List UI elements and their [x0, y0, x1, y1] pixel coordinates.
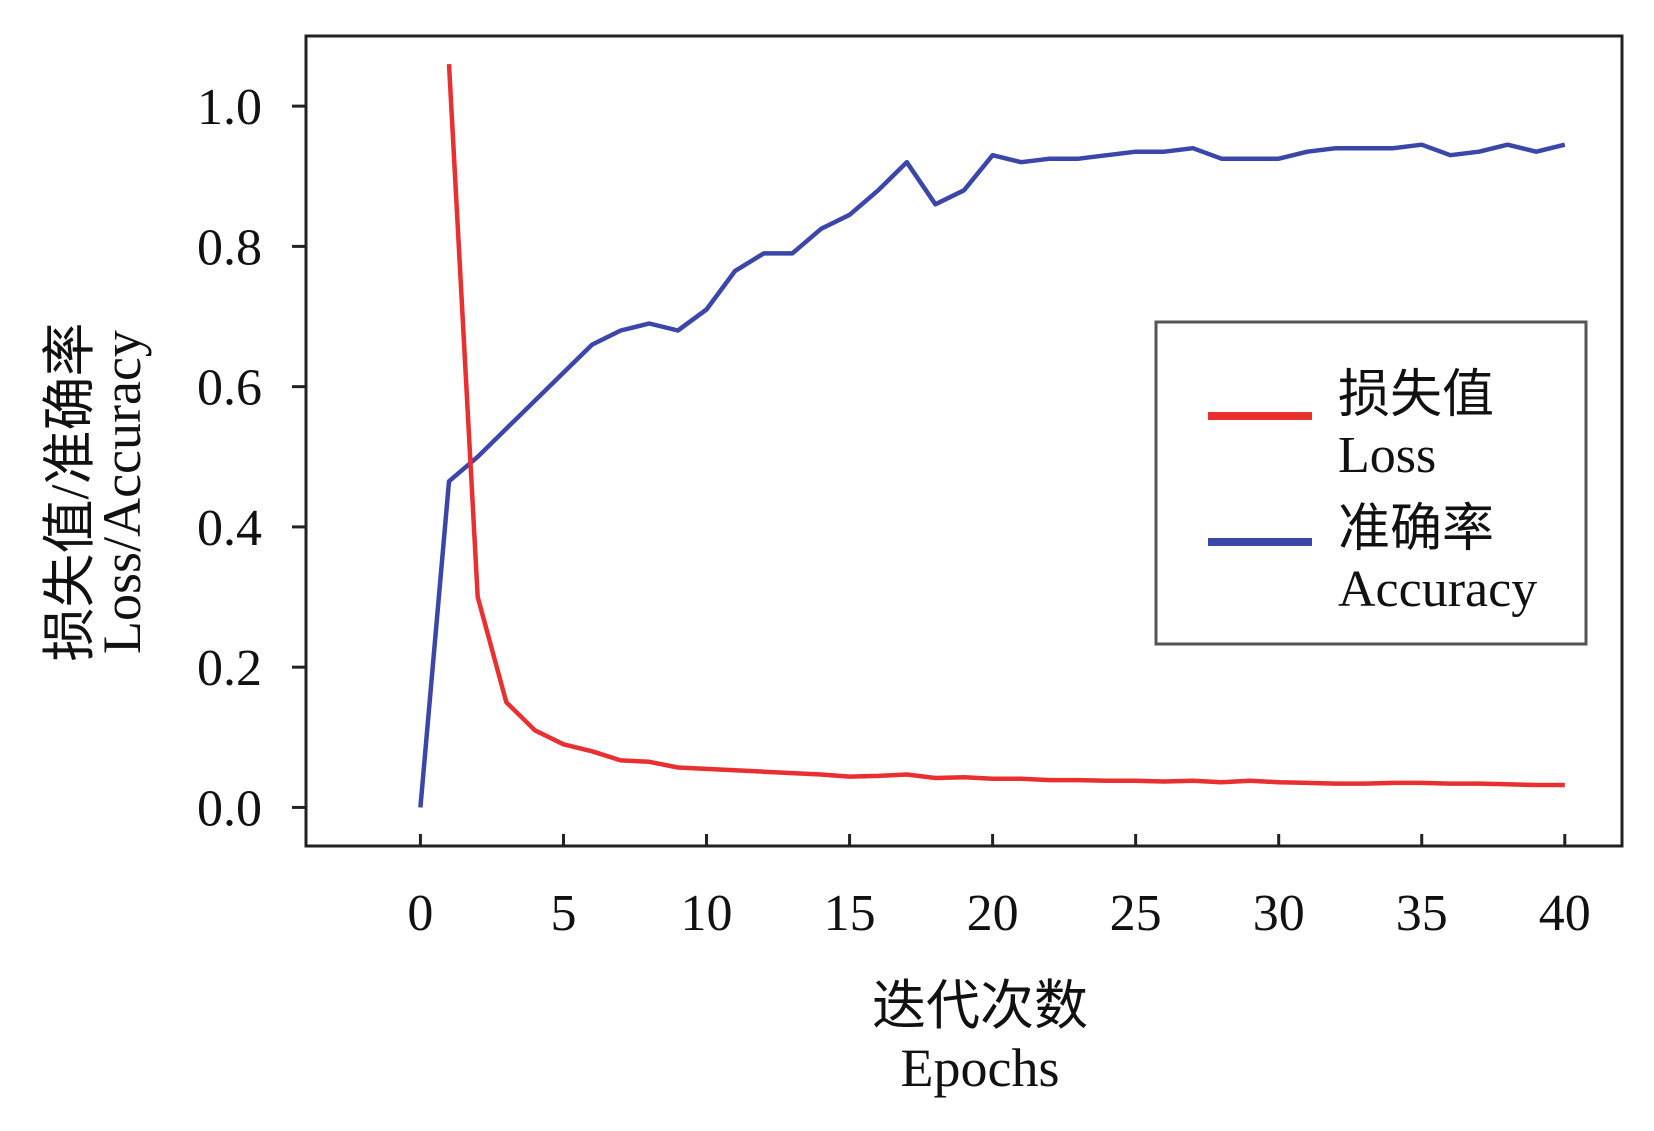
x-tick-label: 5: [550, 885, 576, 942]
legend-box: [1154, 320, 1588, 646]
accuracy-series-line: [418, 142, 1566, 808]
y-axis-title: 损失值/准确率 Loss/Accuracy: [40, 322, 152, 661]
x-tick-label: 15: [824, 885, 876, 942]
x-tick-label: 0: [407, 885, 433, 942]
x-tick-label: 40: [1539, 885, 1591, 942]
legend: 损失值 Loss 准确率 Accuracy: [1154, 320, 1588, 646]
x-axis-ticks: 0 5 10 15 20 25 30 35 40: [407, 834, 1591, 942]
series-layer: [418, 63, 1566, 808]
plot-frame: [304, 34, 1624, 848]
x-axis-title-cn: 迭代次数: [872, 976, 1088, 1036]
y-axis-ticks: 0.0 0.2 0.4 0.6 0.8 1.0: [197, 79, 306, 837]
x-tick-label: 35: [1396, 885, 1448, 942]
y-tick-label: 0.8: [197, 219, 262, 276]
y-axis-title-cn: 损失值/准确率: [40, 322, 100, 661]
x-tick-label: 10: [681, 885, 733, 942]
y-tick-label: 1.0: [197, 79, 262, 136]
x-tick-label: 25: [1110, 885, 1162, 942]
legend-label-loss-cn: 损失值: [1338, 367, 1494, 424]
y-tick-label: 0.2: [197, 640, 262, 697]
y-tick-label: 0.4: [197, 500, 262, 557]
legend-label-loss-en: Loss: [1338, 427, 1436, 484]
legend-label-accuracy-cn: 准确率: [1338, 501, 1494, 558]
x-axis-title: 迭代次数 Epochs: [872, 976, 1088, 1098]
y-tick-label: 0.6: [197, 360, 262, 417]
y-axis-title-en: Loss/Accuracy: [92, 330, 152, 654]
y-tick-label: 0.0: [197, 780, 262, 837]
x-tick-label: 20: [967, 885, 1019, 942]
loss-series-line: [446, 63, 1565, 788]
legend-label-accuracy-en: Accuracy: [1338, 561, 1537, 618]
x-axis-title-en: Epochs: [901, 1038, 1060, 1098]
x-tick-label: 30: [1253, 885, 1305, 942]
